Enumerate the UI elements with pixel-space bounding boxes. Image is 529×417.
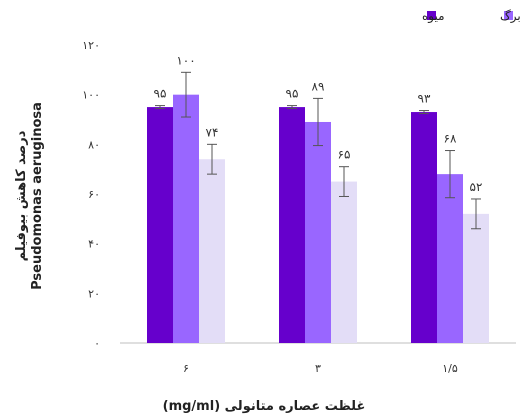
y-tick-label: ۴۰ bbox=[88, 238, 100, 251]
data-label: ۶۵ bbox=[338, 148, 351, 162]
x-axis-ticks: ۶ ۳ ۱/۵ bbox=[183, 362, 458, 375]
bar bbox=[173, 94, 199, 344]
bar bbox=[199, 159, 225, 343]
x-axis-title: غلظت عصاره متانولی (mg/ml) bbox=[163, 399, 366, 414]
x-tick-label: ۳ bbox=[315, 362, 321, 375]
bar bbox=[331, 181, 357, 343]
y-tick-label: ۱۰۰ bbox=[82, 89, 100, 102]
x-tick-label: ۱/۵ bbox=[442, 362, 458, 375]
bar bbox=[463, 213, 489, 343]
y-axis-title: درصد کاهش بیوفیلم Pseudomonas aeruginosa bbox=[14, 102, 45, 290]
data-label: ۹۵ bbox=[286, 87, 299, 101]
x-tick-label: ۶ bbox=[183, 362, 189, 375]
error-bars bbox=[155, 71, 481, 230]
data-label: ۹۵ bbox=[154, 87, 167, 101]
bar bbox=[305, 121, 331, 343]
data-label: ۶۸ bbox=[444, 132, 457, 146]
bar bbox=[411, 112, 437, 343]
data-labels: ۹۵ ۱۰۰ ۷۴ ۹۵ ۸۹ ۶۵ ۹۳ ۶۸ ۵۲ bbox=[154, 53, 483, 194]
y-axis-ticks: ۰ ۲۰ ۴۰ ۶۰ ۸۰ ۱۰۰ ۱۲۰ bbox=[82, 39, 100, 350]
bar bbox=[437, 174, 463, 343]
legend-label-leaf: برگ bbox=[500, 9, 521, 24]
y-tick-label: ۱۲۰ bbox=[82, 39, 100, 52]
bar bbox=[279, 107, 305, 343]
data-label: ۱۰۰ bbox=[176, 53, 195, 67]
legend-label-fruit: میوه bbox=[422, 9, 445, 24]
y-axis-title-line2: Pseudomonas aeruginosa bbox=[30, 102, 45, 290]
legend-swatch-leaf bbox=[504, 11, 513, 20]
y-tick-label: ۶۰ bbox=[88, 188, 100, 201]
y-axis-title-line1: درصد کاهش بیوفیلم bbox=[14, 130, 29, 261]
data-label: ۹۳ bbox=[418, 92, 431, 106]
y-tick-label: ۰ bbox=[94, 337, 100, 350]
data-label: ۵۲ bbox=[470, 180, 483, 194]
bar bbox=[147, 107, 173, 343]
legend-swatch-fruit bbox=[427, 11, 436, 20]
data-label: ۸۹ bbox=[312, 79, 325, 93]
data-label: ۷۴ bbox=[206, 125, 219, 139]
y-tick-label: ۸۰ bbox=[88, 138, 100, 151]
bars bbox=[147, 94, 489, 344]
legend: میوه برگ bbox=[422, 9, 521, 24]
y-tick-label: ۲۰ bbox=[88, 287, 100, 300]
